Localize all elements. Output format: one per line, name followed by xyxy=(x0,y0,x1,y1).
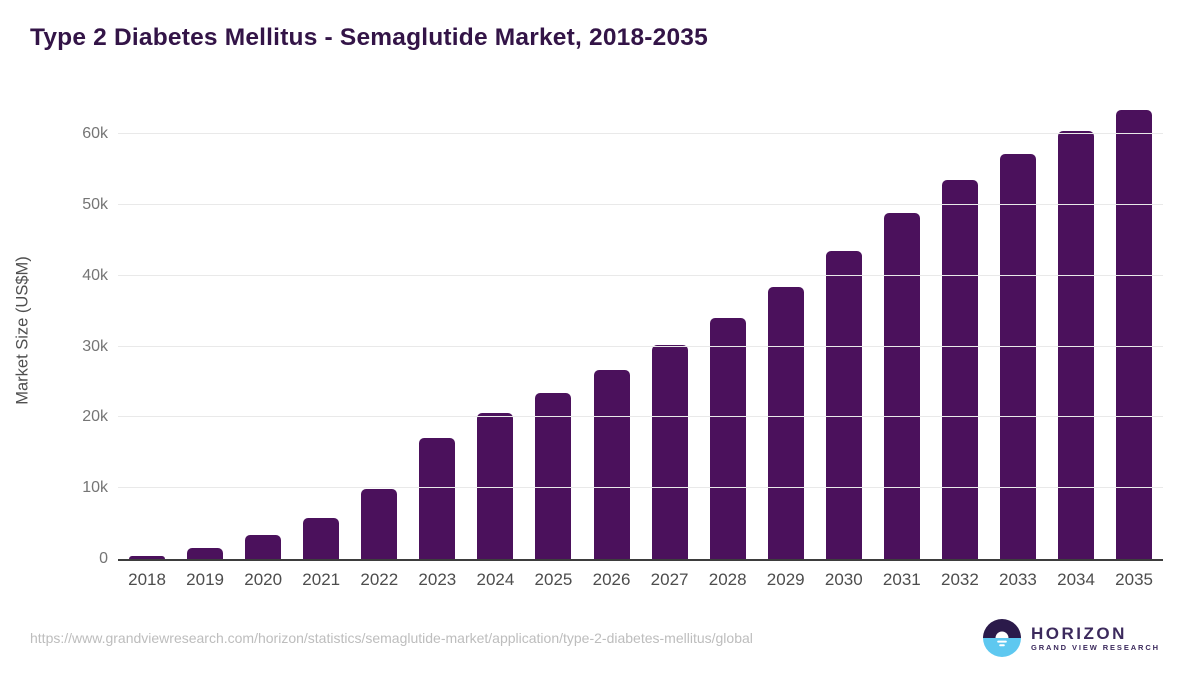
plot-area xyxy=(118,99,1163,561)
bar-column xyxy=(466,99,524,559)
bar-column xyxy=(815,99,873,559)
gridline xyxy=(118,487,1163,489)
x-tick-label: 2026 xyxy=(592,570,631,589)
bar-2030[interactable] xyxy=(825,250,862,559)
y-tick-label: 60k xyxy=(82,125,108,143)
chart-title: Type 2 Diabetes Mellitus - Semaglutide M… xyxy=(30,24,708,51)
bar-2025[interactable] xyxy=(535,393,572,559)
bar-column xyxy=(873,99,931,559)
bar-column xyxy=(118,99,176,559)
y-tick-label: 20k xyxy=(82,408,108,426)
bar-column xyxy=(292,99,350,559)
x-tick-label: 2023 xyxy=(418,570,457,589)
bar-2020[interactable] xyxy=(245,534,282,559)
bar-column xyxy=(176,99,234,559)
x-tick-label: 2030 xyxy=(824,570,863,589)
x-tick-label: 2027 xyxy=(650,570,689,589)
bar-2024[interactable] xyxy=(477,413,514,559)
y-tick-label: 50k xyxy=(82,196,108,214)
x-tick-label: 2028 xyxy=(708,570,747,589)
bar-column xyxy=(350,99,408,559)
bar-2031[interactable] xyxy=(883,213,920,559)
bar-2018[interactable] xyxy=(129,555,166,559)
horizon-sun-circle-icon xyxy=(982,619,1021,657)
x-tick-label: 2029 xyxy=(766,570,805,589)
x-tick-label: 2032 xyxy=(940,570,979,589)
bar-2022[interactable] xyxy=(361,489,398,559)
bar-column xyxy=(989,99,1047,559)
gridline xyxy=(118,274,1163,276)
bar-2032[interactable] xyxy=(941,179,978,559)
gridline xyxy=(118,133,1163,135)
bar-column xyxy=(757,99,815,559)
bar-2023[interactable] xyxy=(419,438,456,559)
gridline xyxy=(118,345,1163,347)
x-tick-label: 2020 xyxy=(244,570,283,589)
x-tick-label: 2024 xyxy=(476,570,515,589)
bar-column xyxy=(699,99,757,559)
bar-2027[interactable] xyxy=(651,344,688,559)
x-tick-label: 2035 xyxy=(1115,570,1153,589)
bar-2035[interactable] xyxy=(1116,109,1153,559)
x-tick-label: 2033 xyxy=(999,570,1037,589)
brand-logo: HORIZON GRAND VIEW RESEARCH xyxy=(982,619,1160,657)
x-tick-label: 2019 xyxy=(186,570,224,589)
source-url: https://www.grandviewresearch.com/horizo… xyxy=(30,630,753,646)
x-tick-label: 2031 xyxy=(882,570,921,589)
x-tick-label: 2025 xyxy=(534,570,573,589)
bar-column xyxy=(641,99,699,559)
bar-column xyxy=(524,99,582,559)
x-tick-label: 2034 xyxy=(1057,570,1095,589)
bar-column xyxy=(1047,99,1105,559)
bar-column xyxy=(234,99,292,559)
bar-2029[interactable] xyxy=(767,286,804,559)
x-tick-label: 2021 xyxy=(302,570,341,589)
bar-2019[interactable] xyxy=(187,548,224,559)
bar-column xyxy=(1105,99,1163,559)
y-tick-label: 40k xyxy=(82,266,108,284)
y-tick-label: 0 xyxy=(99,550,108,567)
bar-2028[interactable] xyxy=(709,317,746,559)
x-axis-ticks: 2018 2019 2020 2021 2022 2023 2024 2025 2026 2027… xyxy=(118,570,1163,590)
brand-name: HORIZON xyxy=(1030,623,1127,643)
bar-2021[interactable] xyxy=(303,518,340,559)
x-tick-label: 2018 xyxy=(128,570,166,589)
bar-2026[interactable] xyxy=(593,370,630,559)
bar-series xyxy=(118,99,1163,559)
bar-2033[interactable] xyxy=(999,153,1036,559)
y-tick-label: 30k xyxy=(82,337,108,355)
x-tick-label: 2022 xyxy=(360,570,399,589)
y-axis-ticks: 0 10k 20k 30k 40k 50k 60k xyxy=(0,99,108,567)
brand-logo-text: HORIZON GRAND VIEW RESEARCH xyxy=(1031,624,1160,653)
bar-column xyxy=(583,99,641,559)
bar-column xyxy=(408,99,466,559)
bar-column xyxy=(931,99,989,559)
gridline xyxy=(118,204,1163,206)
gridline xyxy=(118,416,1163,418)
brand-subtitle: GRAND VIEW RESEARCH xyxy=(1030,642,1160,652)
y-tick-label: 10k xyxy=(82,479,108,497)
